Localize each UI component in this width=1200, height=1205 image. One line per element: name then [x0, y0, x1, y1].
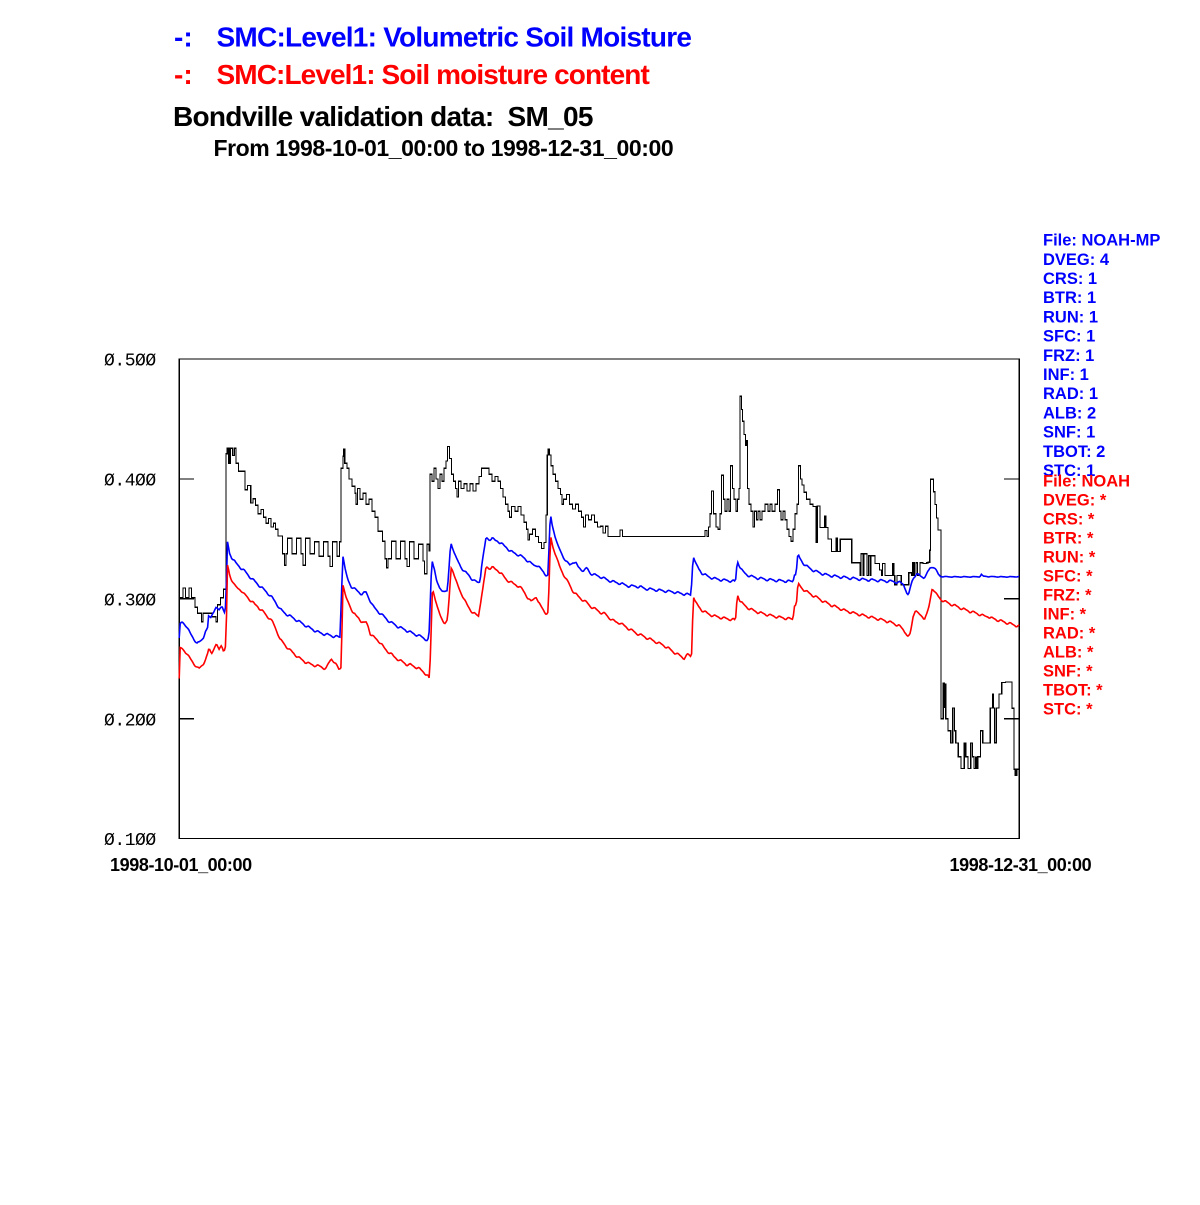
svg-text:-:: -: — [174, 59, 193, 90]
svg-text:STC: 1: STC: 1 — [1043, 462, 1095, 480]
svg-text:-:: -: — [174, 22, 193, 53]
svg-text:CRS: *: CRS: * — [1043, 511, 1095, 529]
svg-text:SNF: 1: SNF: 1 — [1043, 424, 1095, 442]
svg-text:FRZ: 1: FRZ: 1 — [1043, 347, 1094, 365]
svg-text:DVEG: 4: DVEG: 4 — [1043, 251, 1110, 269]
svg-text:ALB: 2: ALB: 2 — [1043, 404, 1096, 422]
svg-text:FRZ: *: FRZ: * — [1043, 587, 1092, 605]
svg-text:DVEG: *: DVEG: * — [1043, 492, 1107, 510]
svg-text:SMC:Level1: Soil moisture cont: SMC:Level1: Soil moisture content — [217, 59, 650, 90]
svg-text:SFC: 1: SFC: 1 — [1043, 328, 1095, 346]
svg-text:Ø.1ØØ: Ø.1ØØ — [104, 831, 156, 851]
svg-text:RUN: 1: RUN: 1 — [1043, 308, 1098, 326]
svg-text:Ø.2ØØ: Ø.2ØØ — [104, 711, 156, 731]
svg-text:ALB: *: ALB: * — [1043, 644, 1094, 662]
svg-text:1998-12-31_00:00: 1998-12-31_00:00 — [950, 855, 1092, 875]
svg-text:File: NOAH: File: NOAH — [1043, 473, 1130, 491]
svg-text:Ø.4ØØ: Ø.4ØØ — [104, 472, 156, 492]
svg-text:INF: 1: INF: 1 — [1043, 366, 1089, 384]
svg-text:STC: *: STC: * — [1043, 701, 1093, 719]
svg-text:SNF: *: SNF: * — [1043, 663, 1093, 681]
svg-text:INF: *: INF: * — [1043, 606, 1087, 624]
svg-text:RAD: *: RAD: * — [1043, 625, 1096, 643]
svg-text:BTR: 1: BTR: 1 — [1043, 289, 1096, 307]
svg-text:From 1998-10-01_00:00 to 1998-: From 1998-10-01_00:00 to 1998-12-31_00:0… — [214, 135, 674, 161]
svg-text:SMC:Level1: Volumetric Soil Mo: SMC:Level1: Volumetric Soil Moisture — [217, 22, 692, 53]
svg-text:Bondville validation data: SM: Bondville validation data: SM_05 — [173, 101, 593, 132]
svg-text:RUN: *: RUN: * — [1043, 549, 1096, 567]
svg-text:TBOT: *: TBOT: * — [1043, 682, 1103, 700]
svg-text:TBOT: 2: TBOT: 2 — [1043, 443, 1105, 461]
svg-text:File: NOAH-MP: File: NOAH-MP — [1043, 232, 1160, 250]
svg-text:Ø.5ØØ: Ø.5ØØ — [104, 352, 156, 372]
svg-text:Ø.3ØØ: Ø.3ØØ — [104, 591, 156, 611]
svg-text:CRS: 1: CRS: 1 — [1043, 270, 1097, 288]
svg-text:BTR: *: BTR: * — [1043, 530, 1094, 548]
svg-text:1998-10-01_00:00: 1998-10-01_00:00 — [110, 855, 252, 875]
svg-text:RAD: 1: RAD: 1 — [1043, 385, 1098, 403]
svg-text:SFC: *: SFC: * — [1043, 568, 1093, 586]
